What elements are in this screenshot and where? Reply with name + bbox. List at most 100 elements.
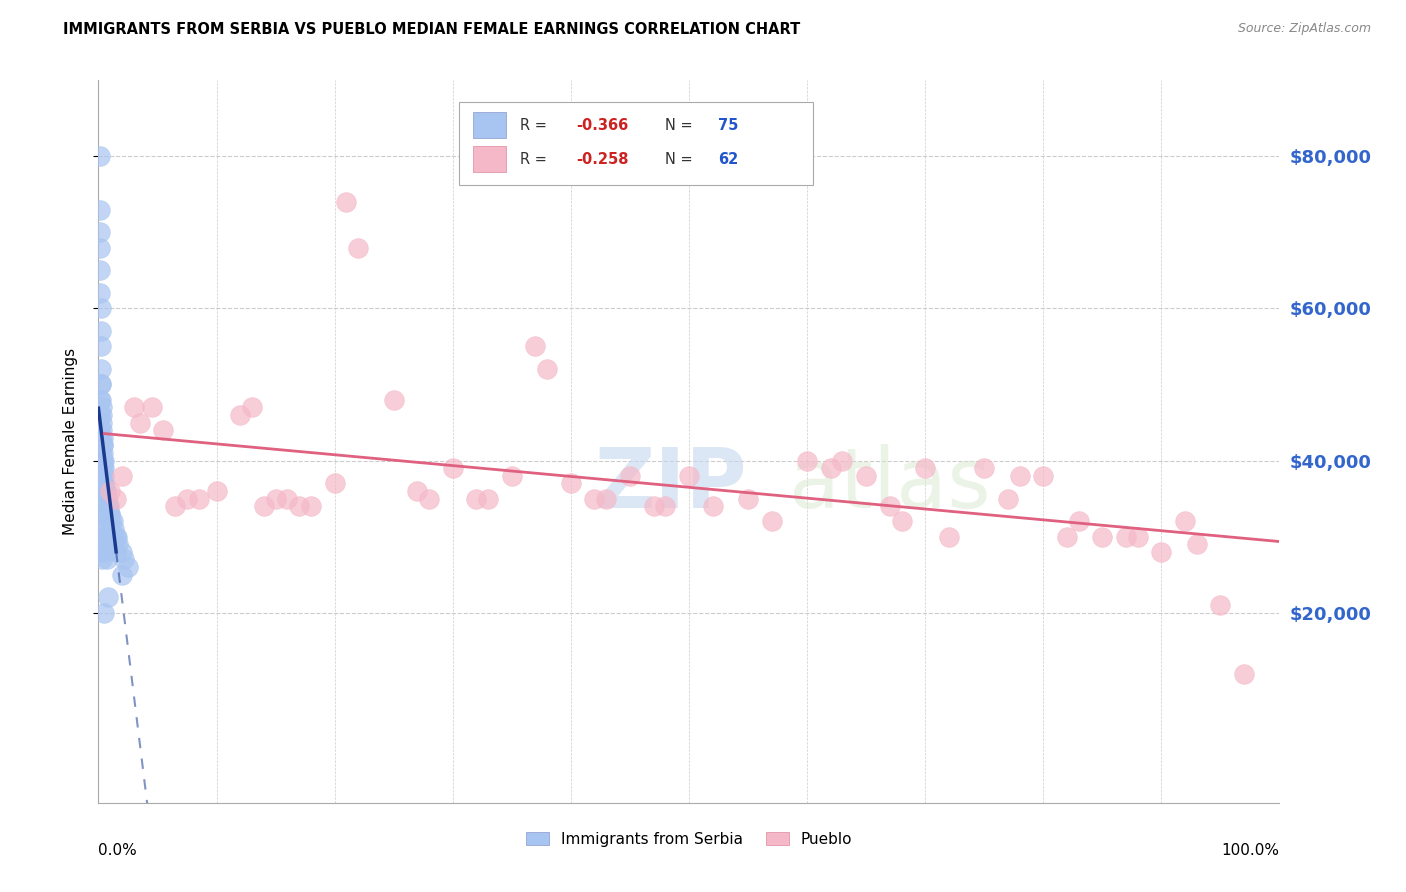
Point xyxy=(89,392,111,407)
Point xyxy=(91,552,114,566)
Point xyxy=(112,552,135,566)
Point xyxy=(654,499,676,513)
Point xyxy=(90,324,112,338)
Point xyxy=(1091,530,1114,544)
Point xyxy=(1032,468,1054,483)
Point xyxy=(94,483,117,498)
Point xyxy=(89,530,111,544)
Point xyxy=(98,507,121,521)
Text: Source: ZipAtlas.com: Source: ZipAtlas.com xyxy=(1237,22,1371,36)
Point xyxy=(1185,537,1208,551)
Text: 0.0%: 0.0% xyxy=(98,843,138,857)
Point xyxy=(501,468,523,483)
Point xyxy=(91,438,114,452)
Point xyxy=(973,461,995,475)
Point xyxy=(98,483,121,498)
Point xyxy=(165,499,187,513)
Point xyxy=(105,545,128,559)
Point xyxy=(90,507,112,521)
Point xyxy=(93,476,115,491)
Point xyxy=(619,468,641,483)
Point xyxy=(595,491,617,506)
Point xyxy=(105,530,128,544)
Point xyxy=(855,468,877,483)
Point xyxy=(997,491,1019,506)
Point xyxy=(1209,598,1232,612)
Text: -0.366: -0.366 xyxy=(576,118,628,133)
Point xyxy=(406,483,429,498)
Point xyxy=(90,339,112,353)
Point xyxy=(820,461,842,475)
Point xyxy=(98,499,121,513)
Point xyxy=(90,545,112,559)
Point xyxy=(1233,666,1256,681)
Point xyxy=(737,491,759,506)
Point xyxy=(1150,545,1173,559)
Point xyxy=(105,530,128,544)
Point xyxy=(382,392,405,407)
Point xyxy=(879,499,901,513)
Point xyxy=(524,339,547,353)
Point xyxy=(1008,468,1031,483)
Bar xyxy=(472,112,506,138)
Point xyxy=(1115,530,1137,544)
Text: N =: N = xyxy=(665,152,693,167)
Point xyxy=(89,226,111,240)
Point xyxy=(94,483,117,498)
Point xyxy=(93,468,115,483)
Point xyxy=(1056,530,1078,544)
Point xyxy=(914,461,936,475)
Point xyxy=(347,241,370,255)
Point xyxy=(1067,515,1090,529)
Point xyxy=(152,423,174,437)
Point xyxy=(93,476,115,491)
Legend: Immigrants from Serbia, Pueblo: Immigrants from Serbia, Pueblo xyxy=(519,826,859,853)
Point xyxy=(91,453,114,467)
Point xyxy=(536,362,558,376)
Point xyxy=(107,537,129,551)
Point xyxy=(111,567,134,582)
Point xyxy=(229,408,252,422)
Text: atlas: atlas xyxy=(789,444,991,525)
Point xyxy=(187,491,209,506)
Point xyxy=(91,431,114,445)
Point xyxy=(560,476,582,491)
Point xyxy=(111,545,134,559)
Text: -0.258: -0.258 xyxy=(576,152,630,167)
Bar xyxy=(472,146,506,172)
Point xyxy=(1126,530,1149,544)
Point xyxy=(890,515,912,529)
Point xyxy=(96,491,118,506)
Point xyxy=(90,377,112,392)
Point xyxy=(335,194,357,209)
Point xyxy=(111,468,134,483)
Point xyxy=(94,483,117,498)
Point xyxy=(91,530,114,544)
Point xyxy=(97,499,120,513)
Point xyxy=(702,499,724,513)
Point xyxy=(117,560,139,574)
Point xyxy=(91,522,114,536)
Point xyxy=(938,530,960,544)
Point xyxy=(89,149,111,163)
Point xyxy=(91,423,114,437)
Point xyxy=(176,491,198,506)
Point xyxy=(90,392,112,407)
Point xyxy=(276,491,298,506)
Point xyxy=(89,483,111,498)
Point xyxy=(89,423,111,437)
Text: N =: N = xyxy=(665,118,693,133)
Point xyxy=(91,416,114,430)
Point xyxy=(761,515,783,529)
Point xyxy=(93,537,115,551)
Point xyxy=(477,491,499,506)
Point xyxy=(122,401,145,415)
Point xyxy=(264,491,287,506)
Point xyxy=(90,446,112,460)
Point xyxy=(240,401,263,415)
Point xyxy=(441,461,464,475)
Point xyxy=(103,522,125,536)
Point xyxy=(90,377,112,392)
Point xyxy=(128,416,150,430)
Text: R =: R = xyxy=(520,152,547,167)
